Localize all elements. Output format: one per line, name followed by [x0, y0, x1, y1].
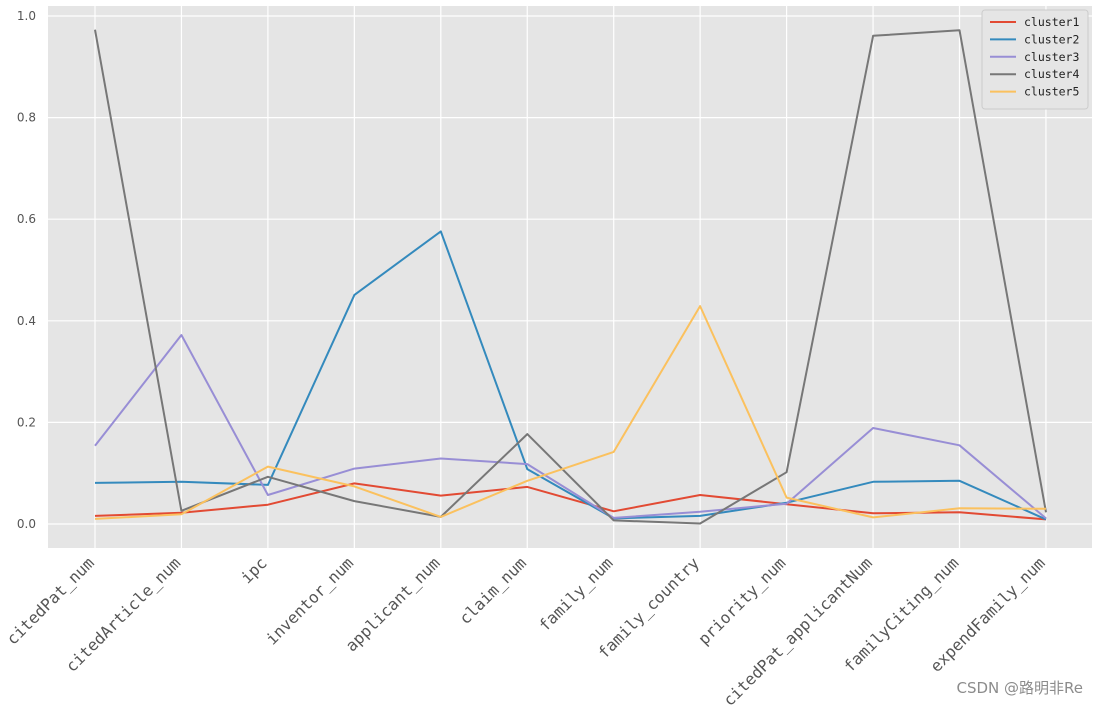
legend-box: [981, 9, 1089, 110]
y-tick-label: 0.8: [17, 111, 36, 125]
x-tick-label: citedPat_applicantNum: [719, 553, 875, 708]
x-tick-label: family_num: [535, 553, 617, 635]
x-tick-label: priority_num: [694, 553, 789, 648]
legend-label-cluster4: cluster4: [1024, 67, 1079, 81]
x-tick-label: claim_num: [455, 553, 530, 628]
y-tick-label: 0.2: [17, 415, 36, 429]
x-tick-label: ipc: [237, 553, 271, 587]
x-tick-label: citedPat_num: [3, 553, 98, 648]
watermark: CSDN @路明非Re: [956, 679, 1083, 697]
series-line-cluster2: [94, 230, 1047, 521]
series-line-cluster3: [94, 334, 1047, 520]
legend: cluster1 cluster2 cluster3 cluster4 cluster5: [981, 9, 1089, 110]
series-line-cluster5: [94, 305, 1047, 520]
legend-label-cluster1: cluster1: [1024, 15, 1079, 29]
y-axis: 0.0 0.2 0.4 0.6 0.8 1.0: [17, 9, 36, 531]
y-tick-label: 0.6: [17, 212, 36, 226]
x-tick-label: inventor_num: [262, 553, 357, 648]
plot-area: [48, 6, 1092, 548]
series-line-cluster1: [94, 482, 1047, 521]
legend-label-cluster3: cluster3: [1024, 50, 1079, 64]
legend-label-cluster2: cluster2: [1024, 32, 1079, 46]
x-tick-label: applicant_num: [342, 553, 444, 655]
series-lines: [94, 29, 1047, 525]
y-tick-label: 1.0: [17, 9, 36, 23]
y-tick-label: 0.0: [17, 517, 36, 531]
legend-label-cluster5: cluster5: [1024, 85, 1079, 99]
series-line-cluster4: [94, 29, 1047, 525]
y-tick-label: 0.4: [17, 314, 36, 328]
